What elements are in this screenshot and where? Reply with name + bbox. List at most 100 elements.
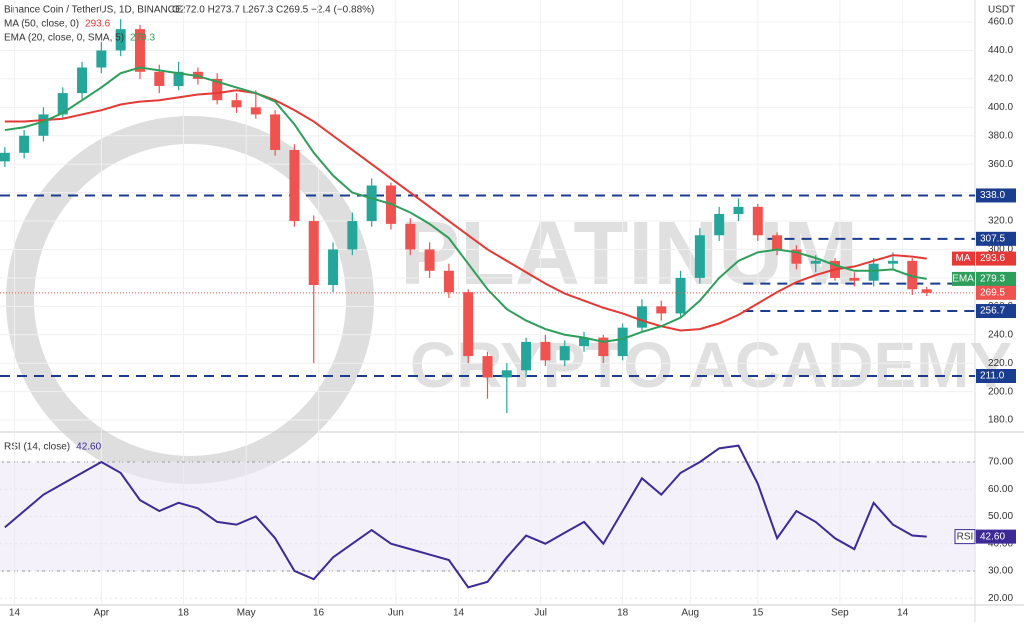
price-tag-label: MA <box>956 253 971 264</box>
price-tag-text: 42.60 <box>980 531 1005 542</box>
y-tick-label: 300.0 <box>988 244 1013 255</box>
indicator-line <box>4 89 927 332</box>
x-tick-label: 18 <box>178 608 190 619</box>
candle-body <box>250 107 261 115</box>
x-tick-label: 18 <box>617 608 629 619</box>
currency: USDT <box>988 5 1015 16</box>
x-tick-label: 14 <box>9 608 21 619</box>
price-tag-label-bg <box>954 529 976 545</box>
ohlc: O272.0 H273.7 L267.3 C269.5 −2.4 (−0.88%… <box>172 5 374 16</box>
candle-body <box>443 270 454 293</box>
candle-body <box>19 135 30 153</box>
candle-body <box>598 337 609 357</box>
candle-body <box>849 277 860 281</box>
candle-body <box>887 260 898 264</box>
candle-body <box>482 356 493 378</box>
candle-body <box>115 29 126 51</box>
candle-body <box>617 327 628 357</box>
price-tag-text: 293.6 <box>980 253 1005 264</box>
legend-label: MA (50, close, 0) <box>4 19 79 30</box>
y-tick-label: 400.0 <box>988 102 1013 113</box>
legend-value: 279.3 <box>130 33 155 44</box>
candle-body <box>656 306 667 314</box>
candle-body <box>77 67 88 94</box>
price-tag <box>976 231 1016 246</box>
legend-value: 293.6 <box>85 19 110 30</box>
price-tag-label-bg <box>952 251 975 266</box>
candle-body <box>173 71 184 87</box>
price-tag-text: 279.3 <box>980 274 1005 285</box>
candle-body <box>308 221 319 286</box>
price-tag <box>976 304 1016 319</box>
candle-body <box>675 277 686 314</box>
candle-body <box>579 337 590 347</box>
x-tick-label: May <box>237 608 256 619</box>
candle-body <box>347 221 358 250</box>
candle-body <box>559 346 570 361</box>
price-tag <box>976 271 1016 286</box>
rsi-title: RSI (14, close) <box>4 442 70 453</box>
price-tag-text: 338.0 <box>980 190 1005 201</box>
candle-body <box>752 206 763 236</box>
x-tick-label: Sep <box>831 608 849 619</box>
indicator-line <box>4 444 927 589</box>
candle-body <box>772 235 783 250</box>
price-tag <box>976 368 1016 383</box>
price-tag-text: 269.5 <box>980 287 1005 298</box>
y-tick-label: 40.00 <box>988 538 1013 549</box>
candle-body <box>0 152 10 162</box>
x-tick-label: 14 <box>453 608 465 619</box>
price-tag <box>976 529 1016 544</box>
x-tick-label: 15 <box>752 608 764 619</box>
y-tick-label: 240.0 <box>988 329 1013 340</box>
price-tag-text: 256.7 <box>980 306 1005 317</box>
candle-body <box>57 93 68 115</box>
y-tick-label: 60.00 <box>988 484 1013 495</box>
candle-body <box>212 78 223 101</box>
price-tag-text: 307.5 <box>980 233 1005 244</box>
y-tick-label: 180.0 <box>988 415 1013 426</box>
y-tick-label: 380.0 <box>988 130 1013 141</box>
price-tag-text: 211.0 <box>980 371 1005 382</box>
candle-body <box>231 100 242 108</box>
candle-body <box>501 370 512 378</box>
y-tick-label: 20.00 <box>988 593 1013 604</box>
candle-body <box>810 260 821 264</box>
candle-body <box>270 114 281 150</box>
x-tick-label: 14 <box>897 608 909 619</box>
candle-body <box>791 249 802 264</box>
y-tick-label: 460.0 <box>988 17 1013 28</box>
y-tick-label: 200.0 <box>988 386 1013 397</box>
x-tick-label: Apr <box>94 608 110 619</box>
candle-body <box>540 341 551 361</box>
legend-value: 42.60 <box>76 442 101 453</box>
y-tick-label: 440.0 <box>988 45 1013 56</box>
price-tag <box>976 251 1016 266</box>
watermark-text: PLATINUM <box>400 204 858 304</box>
indicator-line <box>4 66 927 343</box>
candle-body <box>328 249 339 286</box>
candle-body <box>733 206 744 214</box>
candle-body <box>424 249 435 271</box>
y-tick-label: 70.00 <box>988 457 1013 468</box>
candle-body <box>636 306 647 328</box>
candle-body <box>907 260 918 290</box>
title: Binance Coin / TetherUS, 1D, BINANCE <box>4 5 182 16</box>
price-tag-label: RSI <box>957 531 974 542</box>
x-tick-label: Jul <box>534 608 547 619</box>
candle-body <box>714 213 725 236</box>
y-tick-label: 360.0 <box>988 159 1013 170</box>
price-tag <box>976 285 1016 300</box>
candle-body <box>366 185 377 222</box>
y-tick-label: 420.0 <box>988 74 1013 85</box>
x-tick-label: Aug <box>681 608 699 619</box>
candle-body <box>694 235 705 278</box>
candle-body <box>96 50 107 68</box>
rsi-band <box>0 461 975 571</box>
candle-body <box>134 29 145 72</box>
y-tick-label: 50.00 <box>988 511 1013 522</box>
candle-body <box>921 289 932 293</box>
x-tick-label: 16 <box>313 608 325 619</box>
price-tag-label: EMA <box>952 274 974 285</box>
